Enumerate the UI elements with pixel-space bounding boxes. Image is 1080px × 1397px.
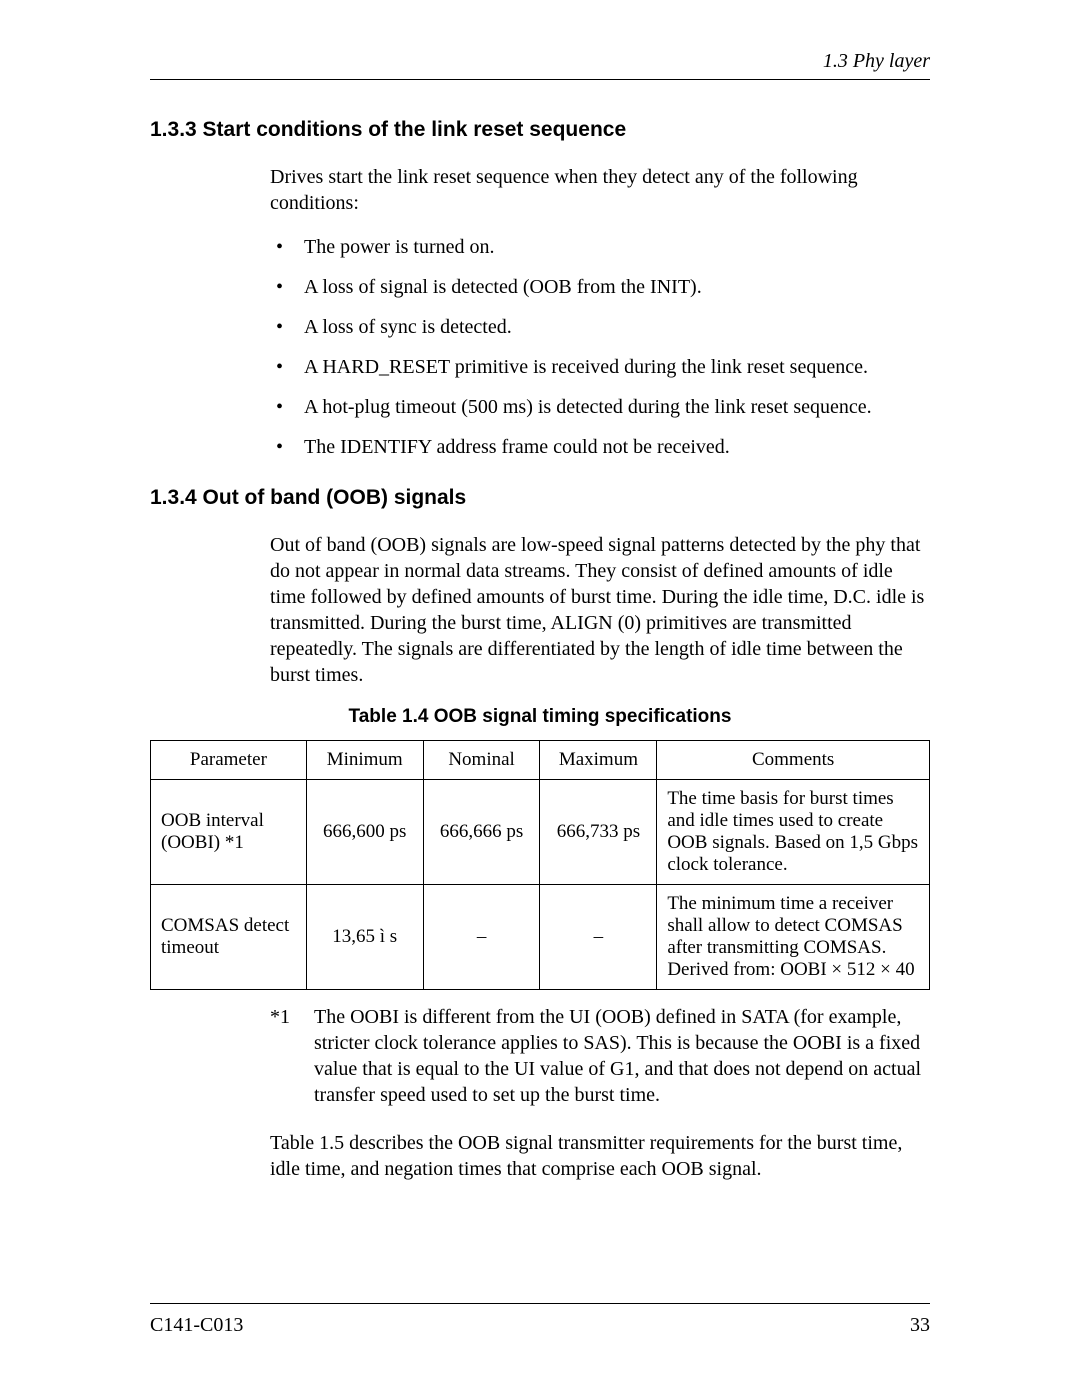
bullet-list: The power is turned on. A loss of signal… <box>270 234 930 460</box>
cell-parameter: OOB interval (OOBI) *1 <box>151 780 307 885</box>
list-item: A loss of sync is detected. <box>270 314 930 340</box>
table-row: COMSAS detect timeout 13,65 ì s – – The … <box>151 885 930 990</box>
section-1-3-3-body: Drives start the link reset sequence whe… <box>270 164 930 460</box>
table-caption: Table 1.4 OOB signal timing specificatio… <box>150 706 930 728</box>
page-footer: C141-C013 33 <box>150 1303 930 1337</box>
oob-paragraph: Out of band (OOB) signals are low-speed … <box>270 532 930 688</box>
footer-doc-id: C141-C013 <box>150 1314 243 1337</box>
cell-maximum: 666,733 ps <box>540 780 657 885</box>
table-header-row: Parameter Minimum Nominal Maximum Commen… <box>151 741 930 780</box>
cell-minimum: 13,65 ì s <box>306 885 423 990</box>
closing-paragraph: Table 1.5 describes the OOB signal trans… <box>270 1130 930 1182</box>
col-minimum: Minimum <box>306 741 423 780</box>
cell-nominal: 666,666 ps <box>423 780 540 885</box>
header-rule: 1.3 Phy layer <box>150 50 930 80</box>
cell-maximum: – <box>540 885 657 990</box>
col-maximum: Maximum <box>540 741 657 780</box>
heading-1-3-3: 1.3.3 Start conditions of the link reset… <box>150 118 930 142</box>
footnote-label: *1 <box>270 1004 314 1108</box>
list-item: A HARD_RESET primitive is received durin… <box>270 354 930 380</box>
cell-comments: The minimum time a receiver shall allow … <box>657 885 930 990</box>
list-item: The IDENTIFY address frame could not be … <box>270 434 930 460</box>
footnote-text: The OOBI is different from the UI (OOB) … <box>314 1004 930 1108</box>
section-1-3-4-body: Out of band (OOB) signals are low-speed … <box>270 532 930 688</box>
col-parameter: Parameter <box>151 741 307 780</box>
cell-comments: The time basis for burst times and idle … <box>657 780 930 885</box>
heading-1-3-4: 1.3.4 Out of band (OOB) signals <box>150 486 930 510</box>
header-section-ref: 1.3 Phy layer <box>823 50 930 73</box>
list-item: The power is turned on. <box>270 234 930 260</box>
list-item: A loss of signal is detected (OOB from t… <box>270 274 930 300</box>
cell-parameter: COMSAS detect timeout <box>151 885 307 990</box>
footnote-block: *1 The OOBI is different from the UI (OO… <box>270 1004 930 1182</box>
oob-timing-table: Parameter Minimum Nominal Maximum Commen… <box>150 740 930 990</box>
footnote-row: *1 The OOBI is different from the UI (OO… <box>270 1004 930 1108</box>
list-item: A hot-plug timeout (500 ms) is detected … <box>270 394 930 420</box>
footer-page-number: 33 <box>910 1314 930 1337</box>
cell-minimum: 666,600 ps <box>306 780 423 885</box>
col-comments: Comments <box>657 741 930 780</box>
cell-nominal: – <box>423 885 540 990</box>
intro-paragraph: Drives start the link reset sequence whe… <box>270 164 930 216</box>
document-page: 1.3 Phy layer 1.3.3 Start conditions of … <box>0 0 1080 1397</box>
col-nominal: Nominal <box>423 741 540 780</box>
table-row: OOB interval (OOBI) *1 666,600 ps 666,66… <box>151 780 930 885</box>
